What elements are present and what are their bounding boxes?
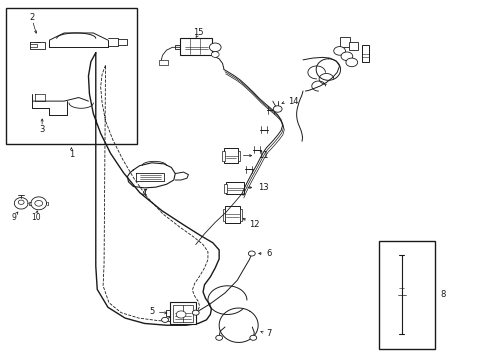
Bar xyxy=(224,184,226,193)
Text: 5: 5 xyxy=(149,307,155,316)
Bar xyxy=(237,150,240,161)
Text: 13: 13 xyxy=(257,183,268,192)
Text: 4: 4 xyxy=(142,189,147,198)
Circle shape xyxy=(192,310,199,315)
Circle shape xyxy=(273,106,282,112)
Text: 12: 12 xyxy=(249,220,259,229)
Text: 3: 3 xyxy=(40,125,45,134)
Text: 7: 7 xyxy=(266,329,271,338)
Circle shape xyxy=(333,46,345,55)
Bar xyxy=(159,60,167,65)
Text: 6: 6 xyxy=(266,249,271,258)
Text: 2: 2 xyxy=(30,13,35,22)
Bar xyxy=(180,38,211,55)
Circle shape xyxy=(18,200,24,204)
Text: 9: 9 xyxy=(12,213,17,222)
Circle shape xyxy=(35,201,42,206)
Bar xyxy=(348,42,357,50)
Bar xyxy=(339,37,349,47)
Bar xyxy=(222,150,224,161)
Circle shape xyxy=(345,58,357,67)
Text: 11: 11 xyxy=(257,151,267,160)
Text: 10: 10 xyxy=(31,213,41,222)
Bar xyxy=(170,302,195,324)
Text: 14: 14 xyxy=(288,97,298,106)
Circle shape xyxy=(249,335,256,340)
Bar xyxy=(173,305,192,322)
Circle shape xyxy=(211,51,219,57)
Bar xyxy=(225,182,244,194)
Circle shape xyxy=(161,318,168,322)
Circle shape xyxy=(248,251,255,256)
Text: 8: 8 xyxy=(440,290,445,299)
Circle shape xyxy=(215,335,222,340)
Bar xyxy=(361,45,368,62)
Bar xyxy=(5,8,137,144)
Bar xyxy=(378,241,434,348)
Circle shape xyxy=(340,52,352,60)
Bar xyxy=(239,209,242,221)
Circle shape xyxy=(209,43,221,51)
Bar xyxy=(224,206,239,223)
Circle shape xyxy=(176,311,185,318)
Text: 1: 1 xyxy=(69,150,74,159)
Bar xyxy=(224,148,237,163)
Bar xyxy=(223,209,225,221)
Text: 15: 15 xyxy=(193,28,203,37)
